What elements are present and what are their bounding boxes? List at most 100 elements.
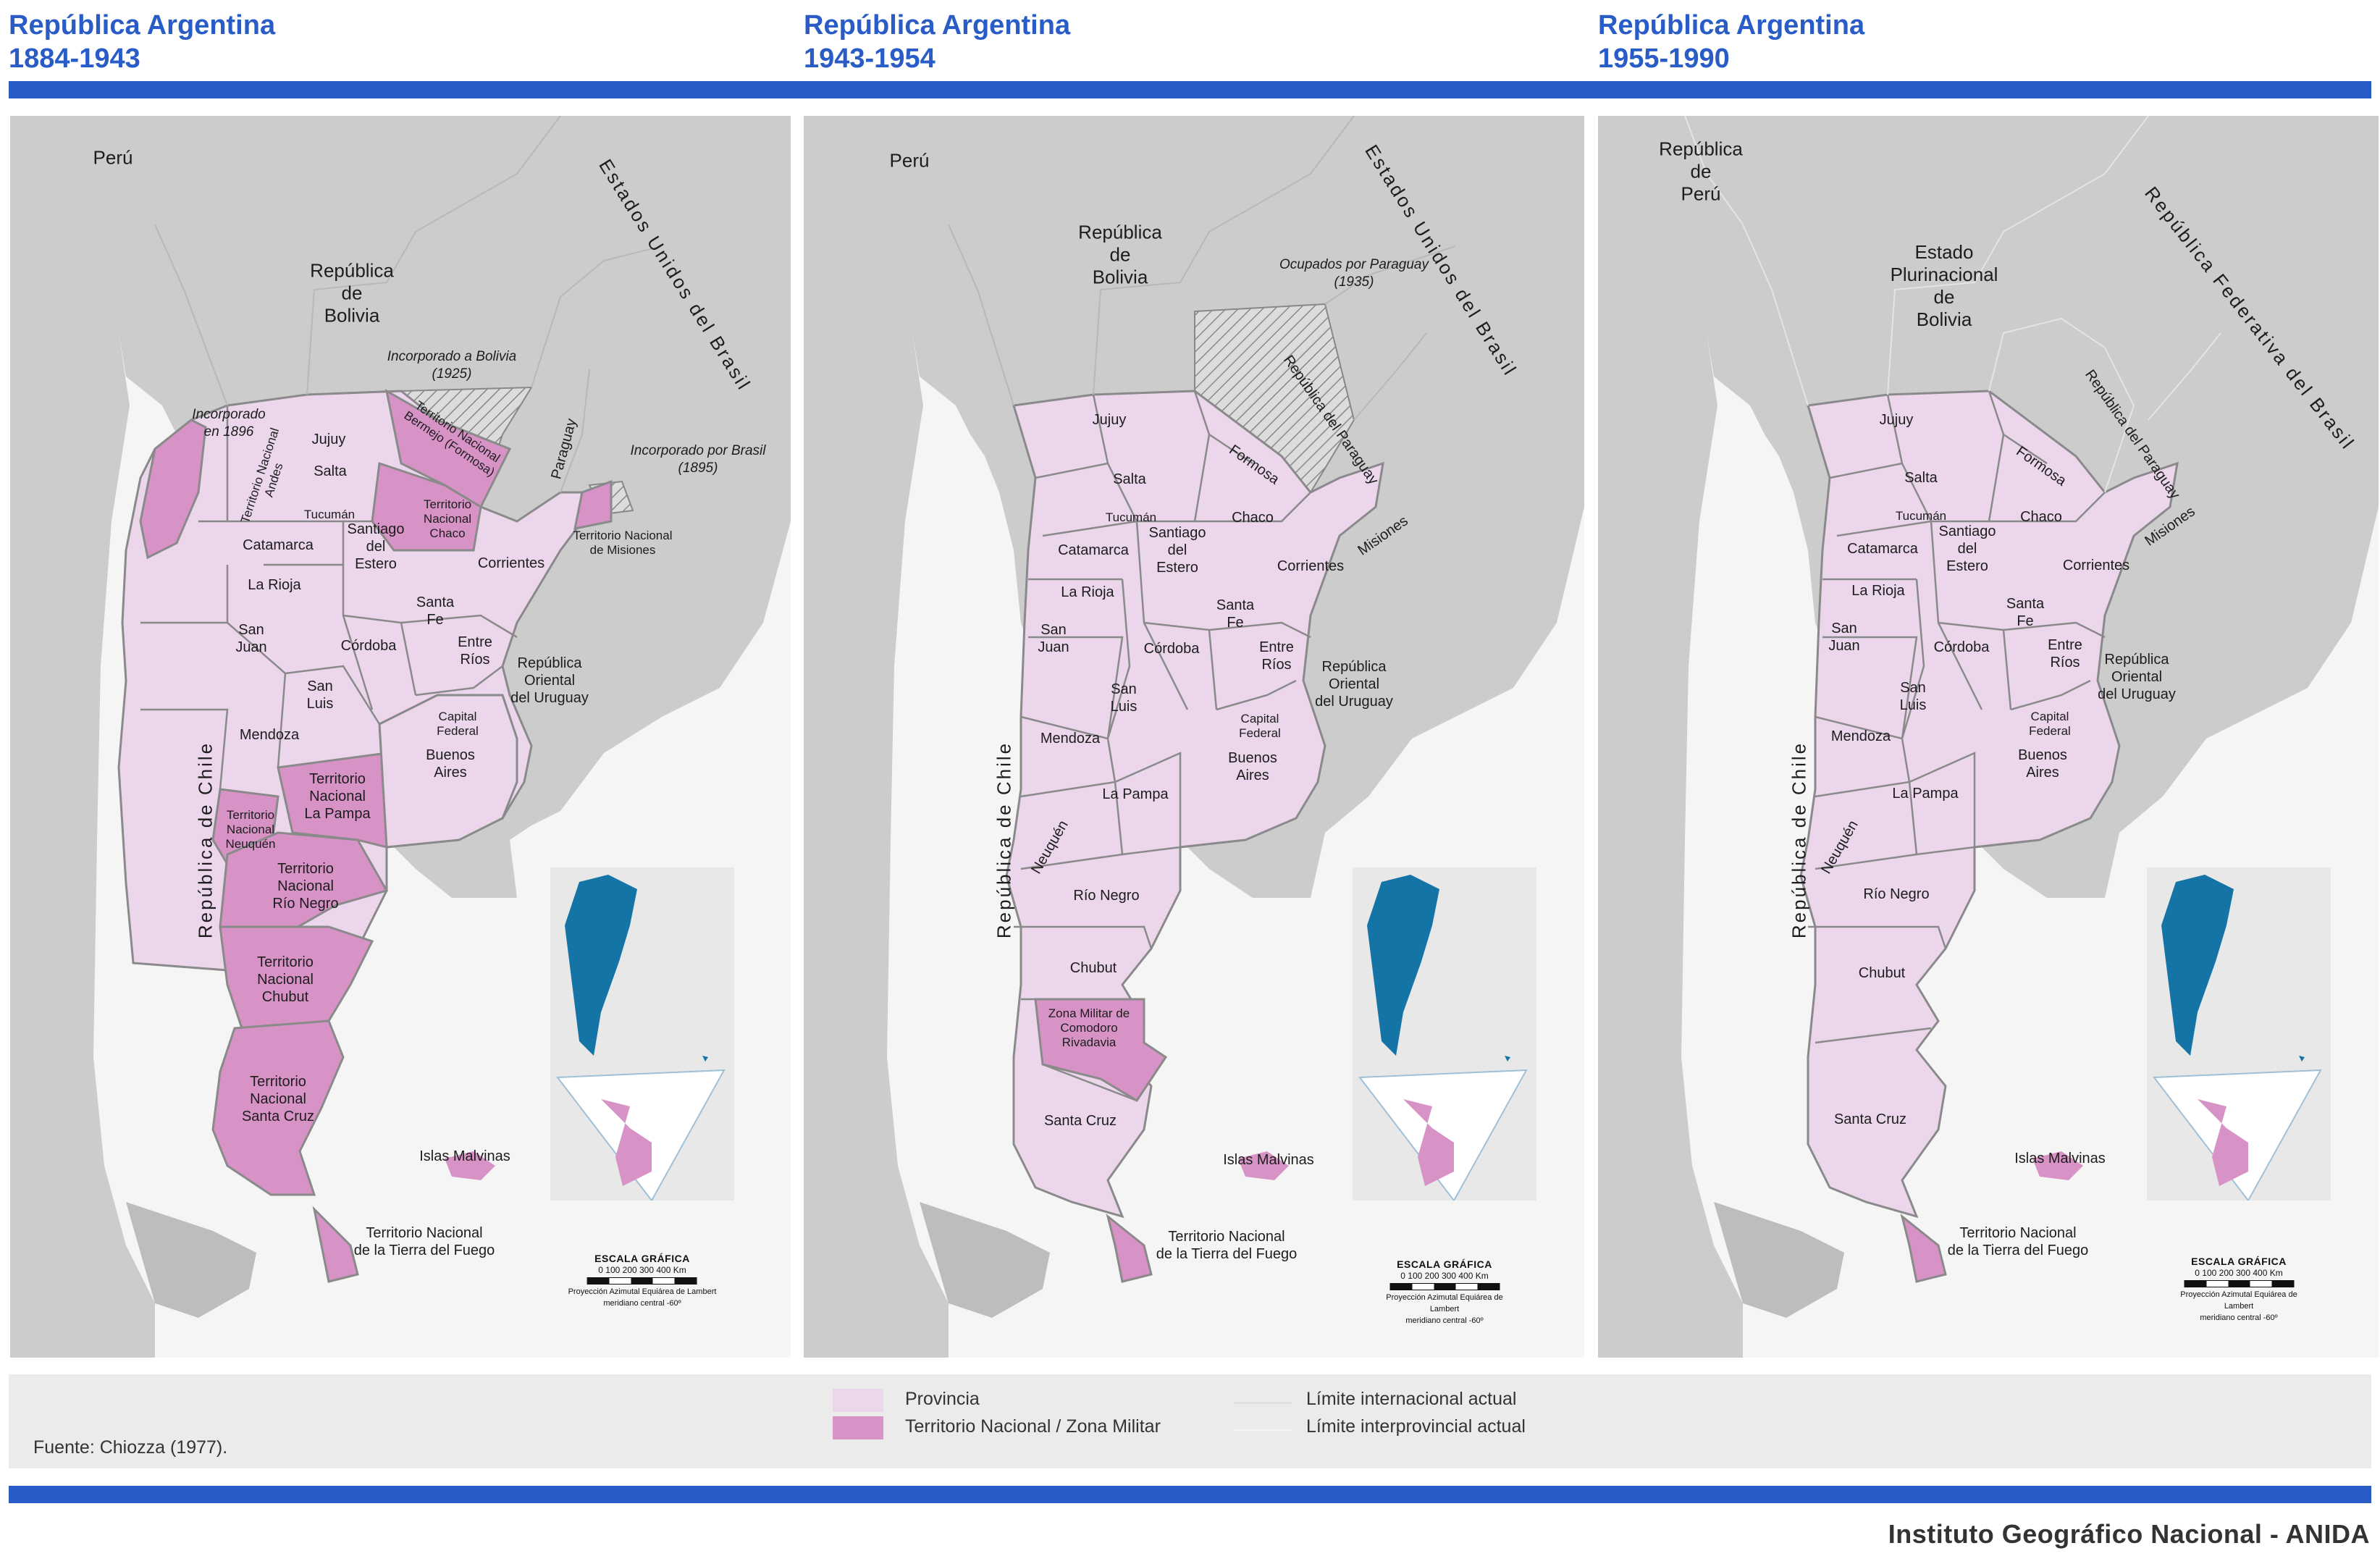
label-sanjuan: San Juan (1828, 621, 1860, 654)
map-svg-1943-1954 (804, 116, 1584, 1358)
scale-block: ESCALA GRÁFICA 0 100 200 300 400 Km Proy… (568, 1253, 717, 1309)
scale-meridian: meridiano central -60º (2200, 1313, 2278, 1322)
footer-credit: Instituto Geográfico Nacional - ANIDA (1888, 1519, 2370, 1549)
label-larioja: La Rioja (1851, 583, 1905, 599)
scale-projection: Proyección Azimutal Equiárea de Lambert (1386, 1293, 1503, 1313)
label-bsas: Buenos Aires (2018, 747, 2067, 781)
label-rionegro: Río Negro (1073, 888, 1140, 904)
label-capital: Capital Federal (437, 710, 479, 738)
label-bolivia: Estado Plurinacional de Bolivia (1890, 241, 1998, 330)
label-territorio-misiones: Territorio Nacional de Misiones (573, 529, 673, 557)
chile-islands (126, 1202, 256, 1318)
legend-label-internacional: Límite internacional actual (1306, 1389, 1517, 1409)
header-1884-1943: República Argentina 1884-1943 (9, 9, 275, 75)
label-larioja: La Rioja (1061, 584, 1114, 600)
territorio-chubut (219, 925, 374, 1030)
label-sanluis: San Luis (1899, 680, 1927, 713)
label-capital: Capital Federal (2029, 710, 2071, 738)
label-tucuman: Tucumán (1105, 510, 1157, 524)
scale-meridian: meridiano central -60º (603, 1299, 681, 1308)
label-jujuy: Jujuy (1092, 412, 1127, 428)
label-santacruz: Santa Cruz (1043, 1113, 1117, 1129)
buenos-aires (378, 694, 518, 849)
scale-block: ESCALA GRÁFICA 0 100 200 300 400 Km Proy… (2169, 1256, 2309, 1324)
legend-label-provincia: Provincia (905, 1389, 980, 1409)
map-title: República Argentina (804, 10, 1071, 41)
label-corrientes: Corrientes (1277, 558, 1345, 574)
map-period: 1884-1943 (9, 43, 140, 74)
label-santiago: Santiago del Estero (1148, 525, 1206, 576)
islas-malvinas-shape (1238, 1151, 1289, 1180)
label-entrerios: Entre Ríos (2048, 637, 2082, 670)
label-salta: Salta (314, 463, 347, 479)
territorio-lapampa (277, 752, 388, 849)
scale-title: ESCALA GRÁFICA (2191, 1256, 2287, 1267)
label-santafe: Santa Fe (1216, 597, 1255, 631)
scale-ticks: 0 100 200 300 400 Km (598, 1265, 686, 1275)
label-santafe: Santa Fe (416, 594, 455, 628)
label-chile: República de Chile (993, 741, 1015, 939)
locator-inset (550, 867, 734, 1201)
annotation-brasil-1895: Incorporado por Brasil (1895) (630, 443, 766, 476)
map-title: República Argentina (1598, 10, 1865, 41)
territorio-misiones (573, 479, 613, 530)
zona-militar-comodoro (1034, 998, 1168, 1103)
map-svg-1955-1990 (1598, 116, 2379, 1358)
label-catamarca: Catamarca (1058, 542, 1129, 558)
label-peru: Perú (889, 149, 930, 172)
top-divider-bar (9, 81, 2371, 98)
territorio-tdf (312, 1206, 359, 1283)
label-jujuy: Jujuy (311, 432, 346, 447)
label-mendoza: Mendoza (239, 727, 300, 743)
label-uruguay: República Oriental del Uruguay (2098, 652, 2176, 702)
legend-line-interprovincial (1234, 1429, 1292, 1431)
scale-bar (1389, 1283, 1500, 1290)
chile-land (1598, 224, 1743, 1358)
label-santacruz: Santa Cruz (1833, 1111, 1907, 1127)
foreign-borders (948, 116, 1456, 421)
annotation-paraguay-1935: Ocupados por Paraguay (1935) (1279, 257, 1429, 290)
territorio-andes (139, 419, 207, 560)
label-chile: República de Chile (1788, 741, 1810, 939)
legend-swatch-territorio (833, 1416, 883, 1439)
label-larioja: La Rioja (248, 577, 301, 593)
foreign-borders (154, 116, 663, 493)
label-santiago: Santiago del Estero (1938, 524, 1996, 574)
label-zona-militar: Zona Militar de Comodoro Rivadavia (1048, 1006, 1130, 1049)
label-territorio-rionegro: Territorio Nacional Río Negro (272, 861, 339, 912)
label-sanjuan: San Juan (235, 622, 267, 655)
legend-box: Provincia Territorio Nacional / Zona Mil… (9, 1374, 2371, 1468)
label-cordoba: Córdoba (1143, 641, 1200, 657)
locator-inset (2147, 867, 2331, 1201)
scale-block: ESCALA GRÁFICA 0 100 200 300 400 Km Proy… (1375, 1258, 1515, 1327)
map-panel-1943-1954: Perú República de Bolivia Estados Unidos… (804, 116, 1584, 1358)
map-period: 1943-1954 (804, 43, 935, 74)
territorio-tdf (1900, 1214, 1947, 1283)
locator-inset (1353, 867, 1536, 1201)
label-territorio-santacruz: Territorio Nacional Santa Cruz (241, 1074, 315, 1124)
label-catamarca: Catamarca (243, 537, 314, 553)
label-corrientes: Corrientes (2062, 558, 2130, 573)
legend-label-interprovincial: Límite interprovincial actual (1306, 1416, 1526, 1437)
label-santafe: Santa Fe (2006, 596, 2045, 629)
label-bsas: Buenos Aires (426, 747, 475, 781)
chile-land (10, 224, 155, 1358)
label-sanluis: San Luis (306, 678, 334, 712)
foreign-borders (1684, 116, 2221, 493)
source-note: Fuente: Chiozza (1977). (33, 1437, 228, 1458)
label-bolivia: República de Bolivia (1078, 221, 1162, 288)
scale-ticks: 0 100 200 300 400 Km (2195, 1268, 2283, 1278)
chile-islands (920, 1202, 1050, 1318)
chile-land (804, 224, 949, 1358)
islas-malvinas-shape (2032, 1151, 2083, 1180)
bottom-divider-bar (9, 1486, 2371, 1503)
scale-ticks: 0 100 200 300 400 Km (1400, 1271, 1489, 1281)
provincial-borders (1808, 390, 2106, 1044)
territorio-tdf (1106, 1214, 1153, 1283)
label-bsas: Buenos Aires (1228, 750, 1277, 783)
label-tucuman: Tucumán (303, 508, 356, 521)
scale-title: ESCALA GRÁFICA (1397, 1258, 1492, 1270)
label-malvinas: Islas Malvinas (2014, 1151, 2106, 1166)
scale-bar (587, 1277, 697, 1285)
map-svg-1884-1943 (10, 116, 791, 1358)
